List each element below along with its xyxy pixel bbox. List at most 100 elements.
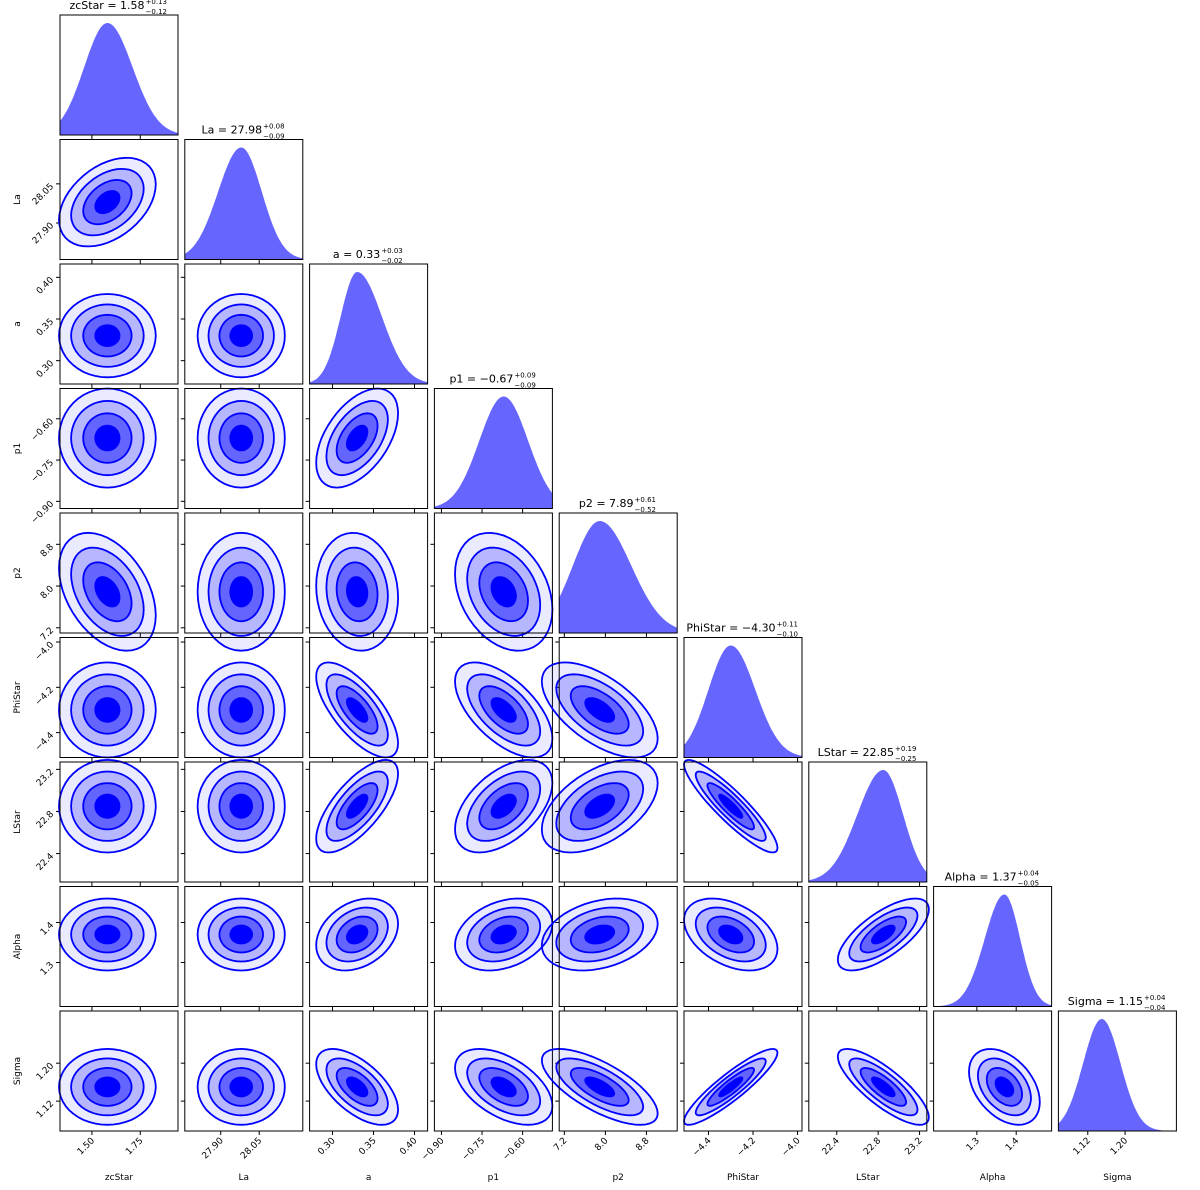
y-tick-label: −4.0 [34,640,57,663]
contour [490,576,517,608]
x-tick-label: 28.05 [239,1136,264,1161]
panel-frame [59,139,179,260]
contour [94,576,121,608]
density [808,770,927,882]
contour [229,576,254,608]
panel-frame [184,886,304,1007]
panel-frame [933,1010,1053,1132]
panel-frame [184,761,304,883]
panel-frame [59,14,179,136]
contour [94,324,121,348]
panel-frame [309,263,429,385]
panel-frame [184,512,304,634]
y-axis-label: p1 [13,443,23,454]
x-tick-label: 8.0 [593,1136,610,1153]
x-tick-label: 1.4 [1004,1136,1021,1153]
y-axis-label: p2 [13,567,23,578]
contour [345,697,369,723]
contour [94,424,121,452]
density [309,272,428,384]
density [559,521,678,633]
y-tick-label: 27.90 [31,221,56,246]
panel-frame [309,1010,429,1132]
title-plus: +0.08 [263,123,284,131]
panel-frame [184,139,304,260]
panel-frame [59,637,179,758]
panel-frame [433,1010,553,1132]
panel-frame [59,512,179,634]
panel-frame [558,1010,678,1132]
density [1058,1019,1177,1131]
title-minus: −0.10 [777,631,798,639]
x-tick-label: 1.20 [1109,1136,1130,1157]
y-axis-label: Alpha [13,934,23,960]
contour [229,1076,254,1098]
title-plus: +0.09 [514,372,535,380]
contour [229,424,254,452]
panel-frame [59,761,179,883]
y-tick-label: 22.4 [35,851,56,872]
contour [229,924,254,945]
title-minus: −0.12 [146,8,167,16]
panel-frame [184,263,304,385]
panel-frame [558,512,678,634]
contour [345,924,369,945]
x-tick-label: 1.50 [76,1136,97,1157]
title-plus: +0.04 [1018,870,1040,878]
contour [490,924,517,945]
panel-frame [309,761,429,883]
contour [94,697,121,723]
x-tick-label: 1.3 [965,1136,982,1153]
x-tick-label: 22.4 [821,1136,842,1157]
contour [490,697,517,723]
panel-frame [309,886,429,1007]
x-axis-label: La [239,1173,250,1183]
y-tick-label: 0.30 [35,359,56,380]
contour [994,1076,1015,1098]
panel-frame [808,1010,928,1132]
contour [94,1076,121,1098]
panel-frame [184,637,304,758]
y-tick-label: 1.20 [35,1061,56,1082]
contour [94,793,121,819]
panel-frame [683,761,803,883]
x-tick-label: 0.30 [316,1136,337,1157]
y-tick-label: −0.75 [30,458,57,485]
x-axis-label: a [366,1173,372,1183]
contour [490,1076,517,1098]
panel-frame [59,1010,179,1132]
panel-title: p2 = 7.89 [579,497,634,510]
y-tick-label: 1.12 [35,1099,56,1120]
panel-frame [683,637,803,758]
panel-frame [683,1010,803,1132]
contour [345,1076,369,1098]
y-tick-label: 8.8 [39,542,56,559]
y-tick-label: 22.8 [35,809,56,830]
x-tick-label: −4.2 [736,1136,759,1159]
contour [584,1076,616,1098]
panel-frame [558,761,678,883]
panel-frame [59,263,179,385]
x-axis-label: p2 [612,1173,623,1183]
panel-frame [558,886,678,1007]
x-axis-label: PhiStar [727,1173,759,1183]
contour [584,793,616,819]
title-minus: −0.04 [1144,1004,1166,1012]
panel-frame [309,637,429,758]
x-tick-label: −0.60 [501,1136,528,1163]
contour [345,793,369,819]
panel-frame [933,886,1053,1007]
x-tick-label: 8.8 [634,1136,651,1153]
x-axis-label: Alpha [980,1173,1006,1183]
title-plus: +0.13 [146,0,167,6]
x-axis-label: LStar [856,1173,880,1183]
y-axis-label: a [13,321,23,327]
y-tick-label: −4.4 [34,730,57,753]
contour [94,190,121,215]
x-tick-label: 1.12 [1072,1136,1093,1157]
contour [870,1076,896,1098]
title-plus: +0.03 [381,247,402,255]
contour [584,924,616,945]
x-tick-label: 7.2 [552,1136,569,1153]
title-minus: −0.52 [635,506,656,514]
